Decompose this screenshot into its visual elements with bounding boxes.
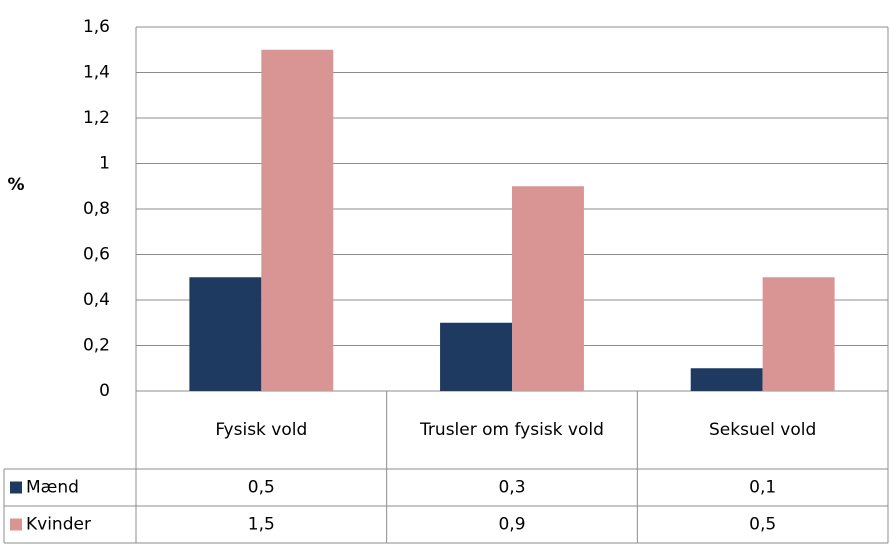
- bar: [189, 277, 262, 391]
- y-tick-label: 0,4: [83, 290, 110, 310]
- x-tick-label: Seksuel vold: [709, 420, 817, 440]
- table-value: 0,3: [498, 478, 525, 498]
- table-value: 0,9: [498, 515, 525, 535]
- y-tick-label: 0,2: [83, 336, 110, 356]
- x-tick-label: Fysisk vold: [215, 420, 308, 440]
- y-tick-label: 1,6: [83, 17, 110, 37]
- bar: [440, 322, 512, 391]
- table-value: 1,5: [248, 515, 275, 535]
- category-cell: Seksuel vold: [709, 420, 817, 440]
- legend-swatch: [10, 481, 22, 494]
- bar: [512, 186, 584, 391]
- bar: [690, 368, 763, 391]
- table-value: 0,1: [749, 478, 776, 498]
- table-value: 0,5: [749, 515, 776, 535]
- legend-swatch: [10, 518, 22, 531]
- category-cell: Trusler om fysisk vold: [420, 420, 604, 440]
- legend-label: Kvinder: [26, 515, 91, 535]
- y-tick-label: 0,8: [83, 199, 110, 219]
- y-tick-label: 0,6: [83, 245, 110, 265]
- bar: [261, 49, 334, 391]
- x-tick-label: Trusler om fysisk vold: [420, 420, 604, 440]
- legend-label: Mænd: [26, 478, 79, 498]
- category-cell: Fysisk vold: [215, 420, 308, 440]
- y-tick-label: 0: [99, 381, 110, 401]
- bar: [762, 277, 835, 391]
- y-tick-label: 1,2: [83, 108, 110, 128]
- y-axis-label: %: [7, 175, 24, 195]
- y-tick-label: 1,4: [83, 63, 110, 83]
- table-value: 0,5: [248, 478, 275, 498]
- y-tick-label: 1: [99, 154, 110, 174]
